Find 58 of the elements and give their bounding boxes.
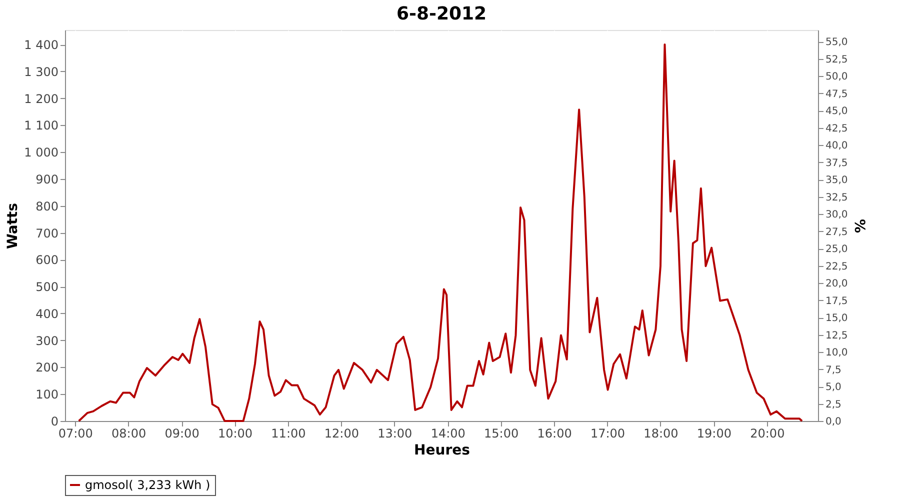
x-tick-label: 18:00: [644, 426, 678, 440]
y2-tick-label: 22,5: [826, 261, 848, 272]
x-tick-label: 14:00: [430, 426, 466, 440]
y-tick-label: 600: [36, 253, 58, 268]
y2-tick-label: 15,0: [826, 313, 848, 324]
y2-tick-label: 37,5: [826, 158, 848, 169]
y2-tick-label: 32,5: [826, 192, 848, 204]
x-tick-label: 13:00: [378, 426, 412, 440]
x-tick-label: 12:00: [324, 426, 359, 440]
x-tick-label: 11:00: [271, 426, 306, 440]
y2-axis-title: %: [850, 218, 867, 234]
x-tick-label: 09:00: [164, 426, 200, 440]
y-axis-title: Watts: [5, 202, 22, 250]
y2-tick-label: 45,0: [826, 106, 848, 118]
y-tick-label: 200: [36, 360, 58, 375]
y2-tick-label: 30,0: [826, 210, 848, 221]
y-tick-label: 800: [36, 199, 58, 214]
y-tick-label: 1 000: [24, 146, 58, 160]
y2-tick-label: 7,5: [826, 364, 842, 376]
y-tick-label: 500: [36, 280, 58, 294]
y-tick-label: 1 200: [24, 92, 58, 106]
x-tick-label: 10:00: [218, 426, 253, 440]
y-tick-label: 700: [36, 226, 58, 240]
y2-tick-label: 5,0: [826, 382, 842, 394]
y-tick-label: 1 300: [24, 64, 58, 79]
y2-tick-label: 12,5: [826, 330, 848, 342]
x-tick-label: 08:00: [112, 426, 146, 440]
legend-label: gmosol( 3,233 kWh ): [85, 478, 210, 492]
y2-tick-label: 10,0: [826, 348, 848, 359]
y2-tick-label: 20,0: [826, 278, 848, 290]
chart-title: 6-8-2012: [396, 3, 487, 24]
y2-tick-label: 0,0: [826, 416, 842, 428]
y2-tick-label: 35,0: [826, 175, 848, 186]
x-tick-label: 17:00: [590, 426, 626, 440]
y-tick-label: 1 400: [24, 38, 58, 52]
x-tick-label: 07:00: [58, 426, 93, 440]
y-tick-label: 400: [36, 306, 58, 321]
y-tick-label: 100: [36, 388, 58, 402]
y2-tick-label: 40,0: [826, 140, 848, 152]
y-tick-label: 0: [50, 414, 58, 428]
x-tick-label: 19:00: [696, 426, 732, 440]
x-tick-label: 20:00: [750, 426, 785, 440]
y2-tick-label: 47,5: [826, 88, 848, 100]
y2-tick-label: 55,0: [826, 37, 848, 48]
line-series: [78, 44, 804, 422]
x-tick-label: 15:00: [484, 426, 519, 440]
x-tick-label: 16:00: [537, 426, 572, 440]
y2-tick-label: 27,5: [826, 226, 848, 238]
y2-tick-label: 50,0: [826, 72, 848, 83]
y2-tick-label: 25,0: [826, 244, 848, 256]
y2-tick-label: 2,5: [826, 399, 842, 410]
y2-tick-label: 52,5: [826, 54, 848, 66]
y-tick-label: 1 100: [24, 118, 58, 133]
x-axis-title: Heures: [414, 442, 470, 458]
y-tick-label: 300: [36, 334, 58, 348]
y-tick-label: 900: [36, 172, 58, 186]
y2-tick-label: 42,5: [826, 123, 848, 134]
y2-tick-label: 17,5: [826, 296, 848, 307]
